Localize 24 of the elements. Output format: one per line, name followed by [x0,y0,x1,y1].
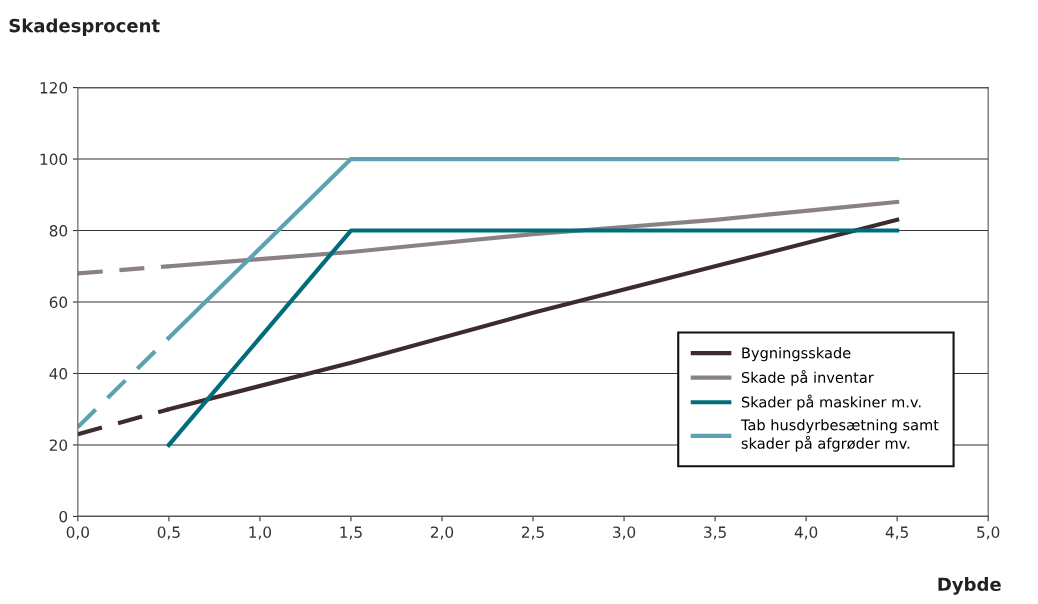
x-tick-label: 3,5 [704,526,726,540]
y-tick-label: 0 [59,510,68,523]
x-tick-label: 1,5 [340,526,362,540]
y-tick-label: 60 [49,296,68,309]
y-axis-title: Skadesprocent [9,18,160,36]
x-tick-label: 0,0 [66,526,89,540]
y-tick-label: 80 [49,224,68,237]
x-tick-label: 1,0 [249,526,272,540]
y-tick-label: 120 [40,82,68,94]
x-tick-label: 2,0 [430,526,454,540]
x-tick-label: 4,0 [794,526,818,540]
legend-label: Tab husdyrbesætning samt skader på afgrøder mv. [740,419,939,452]
x-tick-label: 5,0 [977,526,1000,540]
x-tick-label: 0,5 [157,526,180,540]
legend-label: Skader på maskiner m.v. [741,394,921,411]
x-tick-label: 3,0 [613,526,636,540]
y-tick-label: 100 [40,153,68,166]
x-tick-label: 2,5 [521,526,544,540]
x-axis-title: Dybde [938,577,1001,595]
y-tick-label: 40 [49,367,68,380]
legend-label: Skade på inventar [741,369,874,386]
legend-label: Bygningsskade [742,347,851,362]
x-tick-label: 4,5 [885,526,908,540]
y-tick-label: 20 [49,439,68,451]
